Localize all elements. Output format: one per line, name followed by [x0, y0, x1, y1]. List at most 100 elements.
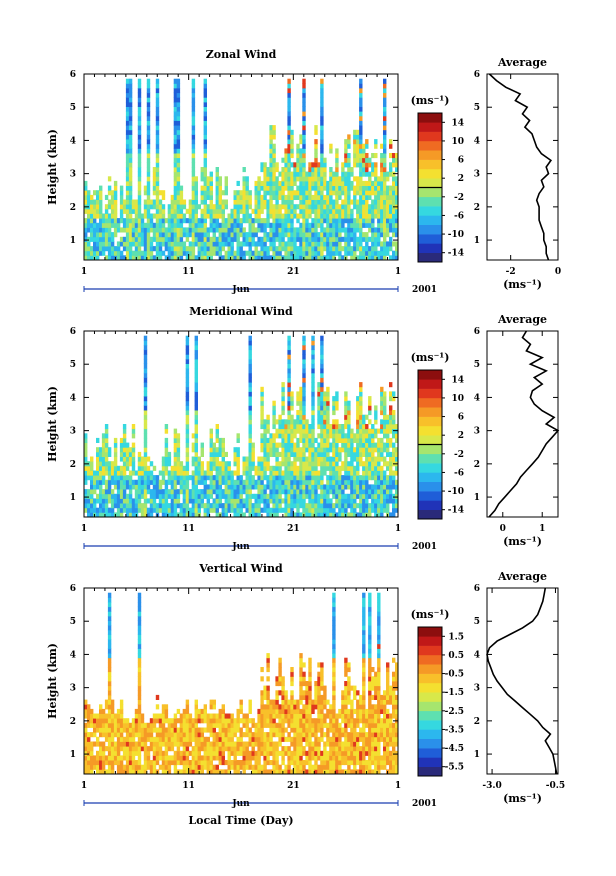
- heatmap-cell: [326, 246, 330, 252]
- heatmap-cell: [350, 433, 354, 439]
- heatmap-cell: [164, 479, 169, 485]
- heatmap-cell: [146, 153, 151, 159]
- heatmap-cell: [107, 708, 112, 714]
- heatmap-cell: [320, 232, 324, 238]
- heatmap-cell: [200, 746, 204, 752]
- heatmap-cell: [194, 475, 198, 481]
- heatmap-cell: [320, 419, 324, 425]
- heatmap-cell: [347, 461, 351, 467]
- heatmap-cell: [236, 493, 240, 499]
- heatmap-cell: [290, 470, 294, 476]
- heatmap-cell: [275, 204, 279, 210]
- heatmap-cell: [302, 442, 306, 448]
- heatmap-cell: [176, 120, 181, 126]
- heatmap-cell: [311, 396, 315, 402]
- heatmap-cell: [212, 451, 216, 457]
- heatmap-cell: [182, 727, 187, 733]
- heatmap-cell: [185, 382, 190, 388]
- heatmap-cell: [200, 199, 204, 205]
- heatmap-cell: [323, 241, 327, 247]
- heatmap-cell: [203, 470, 207, 476]
- colorbar-swatch: [418, 407, 442, 417]
- heatmap-cell: [332, 442, 336, 448]
- heatmap-cell: [287, 433, 291, 439]
- heatmap-cell: [392, 507, 396, 513]
- heatmap-cell: [152, 227, 157, 233]
- heatmap-cell: [101, 461, 106, 467]
- heatmap-cell: [128, 194, 133, 200]
- heatmap-cell: [224, 250, 228, 256]
- heatmap-cell: [200, 503, 204, 509]
- y-tick-label: 6: [70, 327, 76, 337]
- heatmap-cell: [122, 424, 127, 430]
- heatmap-cell: [332, 507, 336, 513]
- heatmap-cell: [248, 755, 252, 761]
- heatmap-cell: [215, 736, 219, 742]
- heatmap-cell: [374, 447, 378, 453]
- heatmap-cell: [344, 208, 348, 214]
- heatmap-cell: [359, 410, 363, 416]
- heatmap-cell: [96, 750, 100, 756]
- heatmap-cell: [260, 414, 264, 420]
- heatmap-cell: [296, 246, 300, 252]
- heatmap-cell: [137, 507, 142, 513]
- heatmap-cell: [107, 681, 112, 687]
- heatmap-cell: [218, 755, 222, 761]
- heatmap-cell: [194, 232, 198, 238]
- heatmap-cell: [377, 479, 381, 485]
- heatmap-cell: [137, 213, 142, 219]
- heatmap-cell: [314, 232, 318, 238]
- heatmap-cell: [164, 732, 169, 738]
- heatmap-cell: [374, 428, 378, 434]
- heatmap-cell: [359, 442, 363, 448]
- heatmap-cell: [128, 246, 133, 252]
- heatmap-cell: [96, 512, 100, 518]
- heatmap-cell: [137, 227, 142, 233]
- heatmap-cell: [386, 433, 390, 439]
- heatmap-cell: [143, 372, 148, 378]
- heatmap-cell: [299, 451, 303, 457]
- heatmap-cell: [143, 465, 148, 471]
- heatmap-cell: [149, 213, 154, 219]
- heatmap-cell: [230, 718, 234, 724]
- heatmap-cell: [93, 479, 97, 485]
- heatmap-cell: [107, 699, 112, 705]
- heatmap-cell: [359, 97, 363, 103]
- heatmap-cell: [137, 190, 142, 196]
- heatmap-cell: [209, 227, 213, 233]
- heatmap-cell: [110, 498, 115, 504]
- heatmap-cell: [101, 479, 106, 485]
- heatmap-cell: [146, 180, 151, 186]
- heatmap-cell: [284, 162, 288, 168]
- heatmap-cell: [218, 479, 222, 485]
- heatmap-cell: [362, 222, 366, 228]
- heatmap-cell: [179, 507, 184, 513]
- heatmap-cell: [248, 382, 252, 388]
- heatmap-cell: [356, 465, 360, 471]
- heatmap-cell: [149, 722, 154, 728]
- heatmap-cell: [107, 465, 112, 471]
- heatmap-cell: [263, 255, 267, 261]
- heatmap-cell: [293, 451, 297, 457]
- heatmap-cell: [308, 498, 312, 504]
- heatmap-cell: [284, 157, 288, 163]
- heatmap-cell: [311, 185, 315, 191]
- heatmap-cell: [96, 227, 100, 233]
- heatmap-cell: [158, 227, 163, 233]
- heatmap-cell: [149, 227, 154, 233]
- heatmap-cell: [107, 611, 112, 617]
- heatmap-cell: [152, 204, 157, 210]
- heatmap-cell: [194, 386, 198, 392]
- heatmap-cell: [113, 190, 118, 196]
- heatmap-cell: [236, 194, 240, 200]
- heatmap-cell: [314, 157, 318, 163]
- heatmap-cell: [347, 204, 351, 210]
- heatmap-cell: [284, 255, 288, 261]
- heatmap-cell: [155, 88, 160, 94]
- heatmap-cell: [326, 512, 330, 518]
- heatmap-cell: [392, 470, 396, 476]
- heatmap-cell: [125, 246, 130, 252]
- heatmap-cell: [290, 241, 294, 247]
- heatmap-cell: [296, 437, 300, 443]
- heatmap-cell: [239, 222, 243, 228]
